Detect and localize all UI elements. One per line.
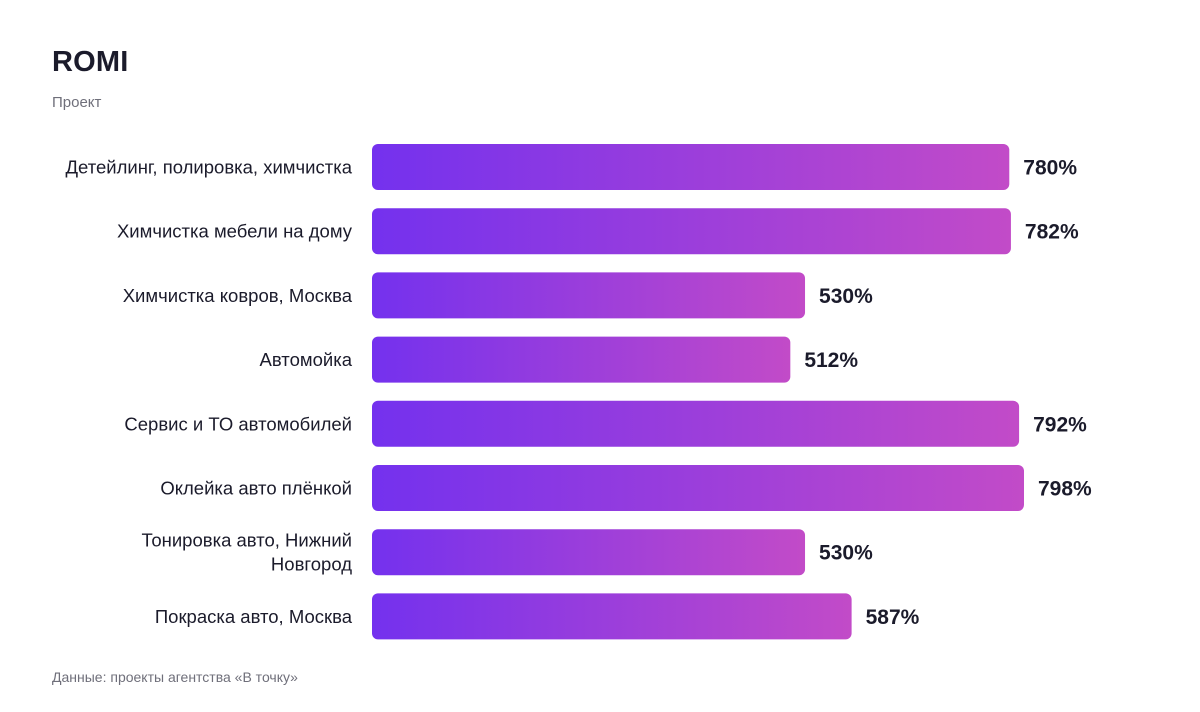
data-source-note: Данные: проекты агентства «В точку» [52,669,298,685]
value-label: 782% [1025,221,1079,244]
category-label-line: Новгород [271,554,352,575]
category-label-line: Тонировка авто, Нижний [141,530,352,551]
value-label: 530% [819,285,873,308]
bar [372,272,806,319]
category-label: Химчистка ковров, Москва [123,285,353,306]
category-label-line: Химчистка ковров, Москва [123,285,353,306]
category-label: Химчистка мебели на дому [117,221,353,242]
bar [372,400,1020,447]
bar [372,465,1024,511]
category-label-line: Сервис и ТО автомобилей [124,413,352,434]
category-label-line: Оклейка авто плёнкой [160,478,352,499]
category-label-line: Покраска авто, Москва [155,606,353,627]
chart-subtitle: Проект [52,94,102,111]
value-label: 780% [1023,157,1077,180]
bar [372,208,1011,255]
category-label-line: Автомойка [260,349,353,370]
category-label: Детейлинг, полировка, химчистка [66,157,353,178]
bar [372,593,852,640]
chart-title: ROMI [52,46,129,78]
category-label-line: Химчистка мебели на дому [117,221,353,242]
category-label: Сервис и ТО автомобилей [124,413,352,434]
bar [372,336,791,383]
category-label: Покраска авто, Москва [155,606,353,627]
value-label: 530% [819,542,873,565]
value-label: 512% [804,349,858,372]
bars-layer: Детейлинг, полировка, химчистка 780% Химчи… [66,144,1092,640]
value-label: 798% [1038,478,1092,501]
category-label: Оклейка авто плёнкой [160,478,352,499]
bar [372,144,1010,190]
category-label: Автомойка [260,349,353,370]
value-label: 792% [1033,413,1087,436]
category-label: Тонировка авто, Нижний Новгород [141,530,352,575]
bar [372,529,806,576]
category-label-line: Детейлинг, полировка, химчистка [66,157,353,178]
value-label: 587% [866,606,920,629]
